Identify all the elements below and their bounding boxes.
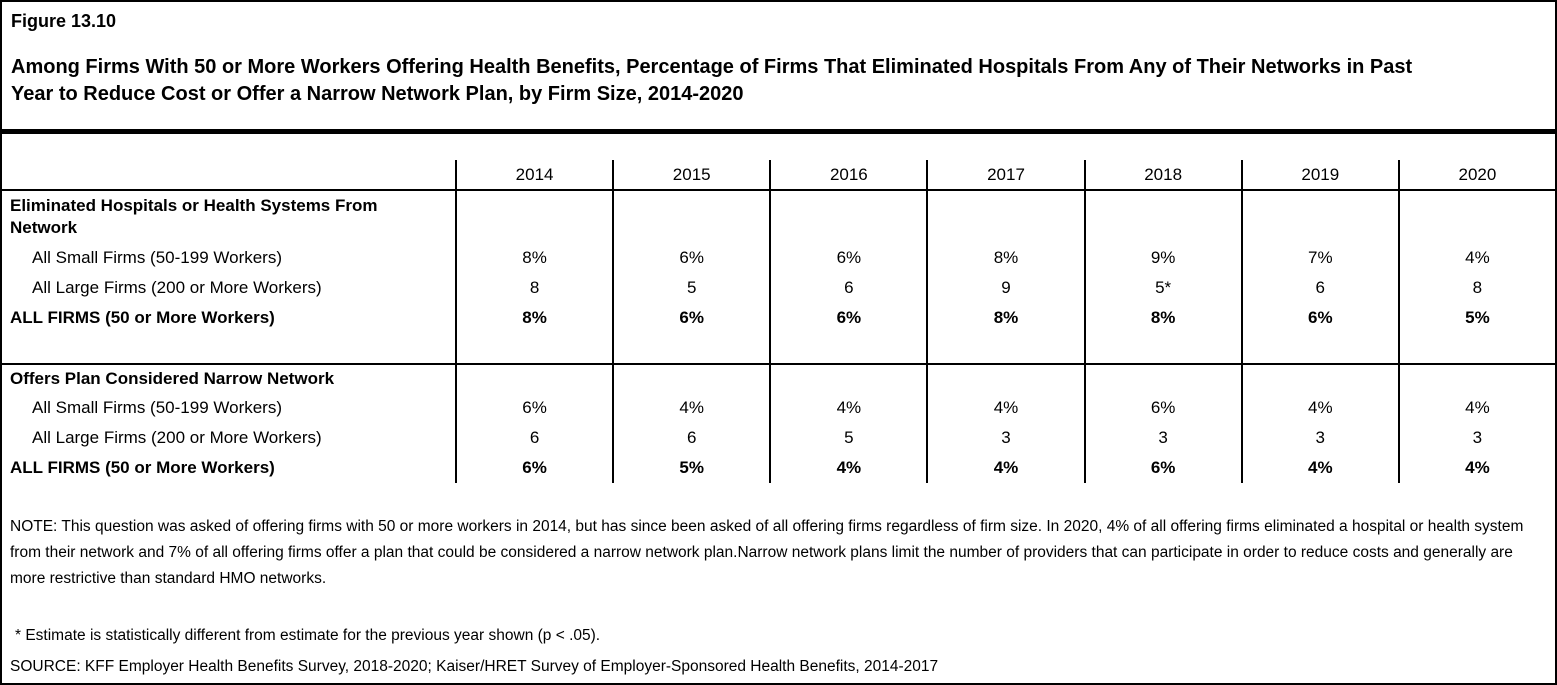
empty-cell [1240,191,1398,243]
value-cell: 6 [612,423,769,453]
empty-cell [1083,191,1241,243]
value-cell: 8 [1397,273,1555,303]
row-label: All Large Firms (200 or More Workers) [32,278,322,297]
value-cell: 9 [926,273,1083,303]
year-header: 2017 [926,160,1083,189]
empty-cell [612,333,769,363]
value-cell: 4% [769,453,926,483]
table-row: All Small Firms (50-199 Workers) 6% 4% 4… [2,393,1555,423]
value-cell: 6% [769,243,926,273]
value-cell: 6% [612,243,769,273]
figure-title: Among Firms With 50 or More Workers Offe… [11,56,1413,105]
section-header-row: Eliminated Hospitals or Health Systems F… [2,191,1555,243]
figure-number: Figure 13.10 [11,11,117,31]
empty-cell [612,365,769,393]
table-row: All Small Firms (50-199 Workers) 8% 6% 6… [2,243,1555,273]
row-label: ALL FIRMS (50 or More Workers) [10,308,275,327]
value-cell: 6% [1240,303,1398,333]
value-cell: 6% [1083,453,1241,483]
year-header-row: 2014 2015 2016 2017 2018 2019 2020 [2,160,1555,191]
table-row-all-firms: ALL FIRMS (50 or More Workers) 6% 5% 4% … [2,453,1555,483]
year-header: 2015 [612,160,769,189]
value-cell: 4% [1240,453,1398,483]
value-cell: 8% [455,303,612,333]
empty-cell [1083,333,1241,363]
value-cell: 5% [612,453,769,483]
value-cell: 6% [455,453,612,483]
data-table: 2014 2015 2016 2017 2018 2019 2020 Elimi… [2,160,1555,483]
value-cell: 4% [612,393,769,423]
table-row-all-firms: ALL FIRMS (50 or More Workers) 8% 6% 6% … [2,303,1555,333]
value-cell: 6% [1083,393,1241,423]
year-header: 2020 [1397,160,1555,189]
value-cell: 3 [926,423,1083,453]
empty-cell [926,365,1083,393]
value-cell: 5 [769,423,926,453]
empty-cell [2,333,455,363]
year-header: 2018 [1083,160,1241,189]
value-cell: 4% [1397,393,1555,423]
spacer-cell [2,160,455,189]
value-cell: 5* [1083,273,1241,303]
value-cell: 6% [769,303,926,333]
title-divider-rule [2,129,1555,134]
section-header-row: Offers Plan Considered Narrow Network [2,363,1555,393]
value-cell: 3 [1083,423,1241,453]
empty-cell [455,191,612,243]
value-cell: 4% [769,393,926,423]
row-label: All Small Firms (50-199 Workers) [32,248,283,267]
empty-cell [769,191,926,243]
section-header: Offers Plan Considered Narrow Network [10,369,335,388]
value-cell: 7% [1240,243,1398,273]
value-cell: 8% [455,243,612,273]
empty-cell [926,333,1083,363]
empty-cell [769,365,926,393]
value-cell: 6% [455,393,612,423]
value-cell: 6 [769,273,926,303]
empty-cell [1083,365,1241,393]
row-label: All Small Firms (50-199 Workers) [32,398,283,417]
table-row: All Large Firms (200 or More Workers) 8 … [2,273,1555,303]
empty-cell [769,333,926,363]
value-cell: 4% [1397,243,1555,273]
value-cell: 4% [926,393,1083,423]
value-cell: 6 [455,423,612,453]
table-row: All Large Firms (200 or More Workers) 6 … [2,423,1555,453]
empty-cell [1397,333,1555,363]
empty-cell [926,191,1083,243]
value-cell: 4% [1397,453,1555,483]
value-cell: 3 [1240,423,1398,453]
row-label: ALL FIRMS (50 or More Workers) [10,458,275,477]
value-cell: 9% [1083,243,1241,273]
value-cell: 4% [1240,393,1398,423]
value-cell: 8% [926,243,1083,273]
value-cell: 4% [926,453,1083,483]
value-cell: 8% [926,303,1083,333]
value-cell: 8 [455,273,612,303]
value-cell: 6% [612,303,769,333]
value-cell: 5 [612,273,769,303]
year-header: 2014 [455,160,612,189]
empty-cell [1240,333,1398,363]
year-header: 2019 [1240,160,1398,189]
value-cell: 5% [1397,303,1555,333]
source-text: SOURCE: KFF Employer Health Benefits Sur… [10,658,939,675]
value-cell: 3 [1397,423,1555,453]
note-text: NOTE: This question was asked of offerin… [10,518,1524,587]
year-header: 2016 [769,160,926,189]
empty-cell [612,191,769,243]
value-cell: 6 [1240,273,1398,303]
section-header: Eliminated Hospitals or Health Systems F… [10,196,378,237]
empty-cell [1397,191,1555,243]
empty-cell [1240,365,1398,393]
value-cell: 8% [1083,303,1241,333]
empty-cell [455,365,612,393]
spacer-row [2,333,1555,363]
footnote-text: * Estimate is statistically different fr… [15,627,601,644]
row-label: All Large Firms (200 or More Workers) [32,428,322,447]
empty-cell [455,333,612,363]
empty-cell [1397,365,1555,393]
